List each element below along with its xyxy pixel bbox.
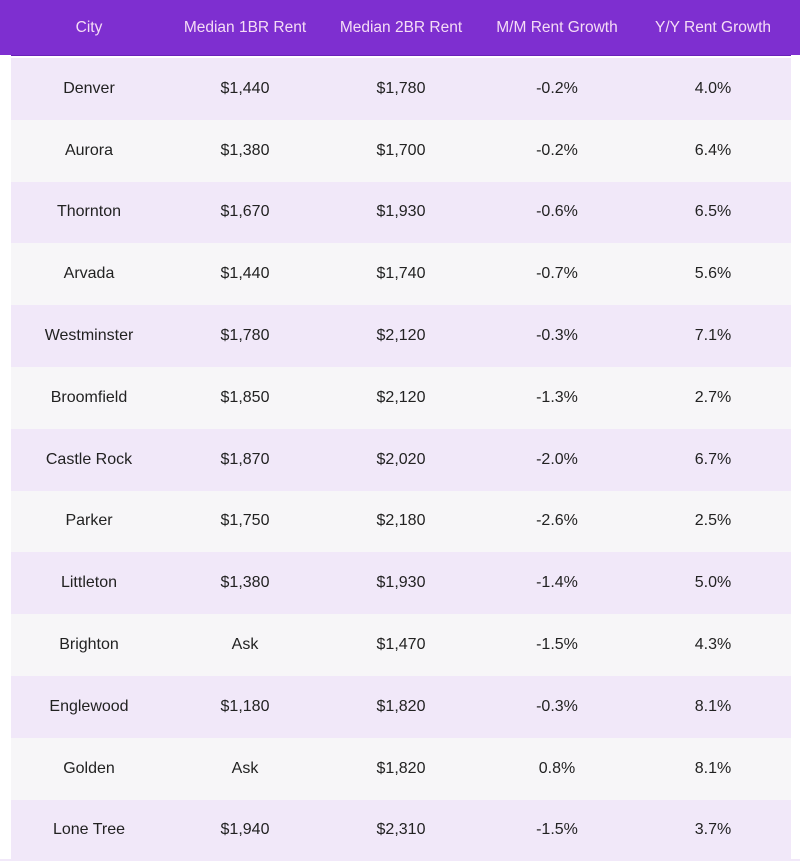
cell-median-1br-rent: $1,440 — [220, 265, 270, 283]
cell-median-2br-rent: $1,820 — [376, 697, 426, 715]
cell-median-1br-rent: $1,670 — [220, 203, 270, 221]
cell-median-2br-rent: $1,470 — [376, 636, 426, 654]
cell-yy-rent-growth: 5.0% — [694, 574, 732, 592]
table-row: Castle Rock $1,870 $2,020 -2.0% 6.7% — [11, 428, 791, 491]
column-header-city: City — [75, 18, 103, 36]
cell-median-2br-rent: $1,780 — [376, 79, 426, 97]
table-row: Thornton $1,670 $1,930 -0.6% 6.5% — [11, 181, 791, 244]
cell-median-2br-rent: $2,180 — [376, 512, 426, 530]
cell-median-2br-rent: $2,020 — [376, 450, 426, 468]
cell-city: Lone Tree — [52, 821, 126, 839]
cell-median-2br-rent: $1,700 — [376, 141, 426, 159]
cell-median-2br-rent: $2,120 — [376, 388, 426, 406]
cell-yy-rent-growth: 5.6% — [694, 265, 732, 283]
cell-city: Arvada — [63, 265, 115, 283]
table-row: Englewood $1,180 $1,820 -0.3% 8.1% — [11, 675, 791, 738]
cell-median-2br-rent: $1,930 — [376, 574, 426, 592]
cell-mm-rent-growth: -0.2% — [536, 79, 578, 97]
cell-city: Castle Rock — [45, 450, 133, 468]
rent-table: City Median 1BR Rent Median 2BR Rent M/M Re… — [11, 0, 791, 861]
cell-yy-rent-growth: 8.1% — [694, 697, 732, 715]
cell-mm-rent-growth: -0.7% — [536, 265, 578, 283]
cell-median-2br-rent: $2,120 — [376, 327, 426, 345]
cell-mm-rent-growth: -2.6% — [536, 512, 578, 530]
cell-median-1br-rent: $1,380 — [220, 574, 270, 592]
cell-yy-rent-growth: 4.3% — [694, 636, 732, 654]
cell-mm-rent-growth: -1.4% — [536, 574, 578, 592]
column-header-median-2br-rent: Median 2BR Rent — [339, 18, 463, 36]
cell-median-1br-rent: $1,940 — [220, 821, 270, 839]
cell-yy-rent-growth: 4.0% — [694, 79, 732, 97]
cell-median-2br-rent: $1,820 — [376, 759, 426, 777]
cell-median-2br-rent: $1,740 — [376, 265, 426, 283]
cell-mm-rent-growth: -1.3% — [536, 388, 578, 406]
table-body: Denver $1,440 $1,780 -0.2% 4.0% Aurora $1,380 $… — [11, 58, 791, 861]
table-row: Denver $1,440 $1,780 -0.2% 4.0% — [11, 58, 791, 120]
cell-median-1br-rent: Ask — [231, 636, 259, 654]
cell-median-2br-rent: $2,310 — [376, 821, 426, 839]
cell-median-1br-rent: $1,780 — [220, 327, 270, 345]
cell-mm-rent-growth: -1.5% — [536, 821, 578, 839]
table-row: Littleton $1,380 $1,930 -1.4% 5.0% — [11, 552, 791, 615]
cell-city: Parker — [65, 512, 113, 530]
cell-median-1br-rent: $1,870 — [220, 450, 270, 468]
column-header-median-1br-rent: Median 1BR Rent — [183, 18, 307, 36]
cell-city: Denver — [63, 79, 115, 97]
cell-mm-rent-growth: -0.3% — [536, 697, 578, 715]
cell-median-1br-rent: $1,440 — [220, 79, 270, 97]
cell-yy-rent-growth: 6.7% — [694, 450, 732, 468]
table-row: Brighton Ask $1,470 -1.5% 4.3% — [11, 614, 791, 676]
column-header-yy-rent-growth: Y/Y Rent Growth — [654, 18, 771, 36]
cell-yy-rent-growth: 2.7% — [694, 388, 732, 406]
cell-city: Broomfield — [50, 388, 128, 406]
cell-city: Thornton — [56, 203, 122, 221]
cell-median-1br-rent: $1,380 — [220, 141, 270, 159]
cell-median-2br-rent: $1,930 — [376, 203, 426, 221]
table-row: Golden Ask $1,820 0.8% 8.1% — [11, 737, 791, 800]
table-row: Broomfield $1,850 $2,120 -1.3% 2.7% — [11, 366, 791, 429]
cell-yy-rent-growth: 7.1% — [694, 327, 732, 345]
header-bg-left — [0, 0, 11, 55]
table-row: Westminster $1,780 $2,120 -0.3% 7.1% — [11, 305, 791, 367]
table-row: Aurora $1,380 $1,700 -0.2% 6.4% — [11, 119, 791, 182]
cell-yy-rent-growth: 3.7% — [694, 821, 732, 839]
cell-mm-rent-growth: -0.2% — [536, 141, 578, 159]
cell-city: Golden — [63, 759, 115, 777]
cell-mm-rent-growth: -2.0% — [536, 450, 578, 468]
table-row: Parker $1,750 $2,180 -2.6% 2.5% — [11, 490, 791, 553]
cell-mm-rent-growth: -1.5% — [536, 636, 578, 654]
table-row: Arvada $1,440 $1,740 -0.7% 5.6% — [11, 243, 791, 306]
cell-yy-rent-growth: 2.5% — [694, 512, 732, 530]
table-row: Lone Tree $1,940 $2,310 -1.5% 3.7% — [11, 799, 791, 861]
cell-yy-rent-growth: 6.5% — [694, 203, 732, 221]
table-header: City Median 1BR Rent Median 2BR Rent M/M Re… — [11, 0, 791, 56]
cell-mm-rent-growth: -0.3% — [536, 327, 578, 345]
cell-city: Brighton — [59, 636, 119, 654]
cell-median-1br-rent: $1,750 — [220, 512, 270, 530]
header-bg-right — [791, 0, 800, 55]
cell-city: Aurora — [64, 141, 114, 159]
cell-city: Englewood — [49, 697, 129, 715]
header-divider — [11, 56, 791, 58]
cell-mm-rent-growth: -0.6% — [536, 203, 578, 221]
cell-yy-rent-growth: 6.4% — [694, 141, 732, 159]
cell-city: Littleton — [60, 574, 118, 592]
cell-mm-rent-growth: 0.8% — [538, 759, 576, 777]
cell-city: Westminster — [44, 327, 134, 345]
cell-yy-rent-growth: 8.1% — [694, 759, 732, 777]
cell-median-1br-rent: $1,850 — [220, 388, 270, 406]
cell-median-1br-rent: $1,180 — [220, 697, 270, 715]
cell-median-1br-rent: Ask — [231, 759, 259, 777]
column-header-mm-rent-growth: M/M Rent Growth — [496, 18, 618, 36]
